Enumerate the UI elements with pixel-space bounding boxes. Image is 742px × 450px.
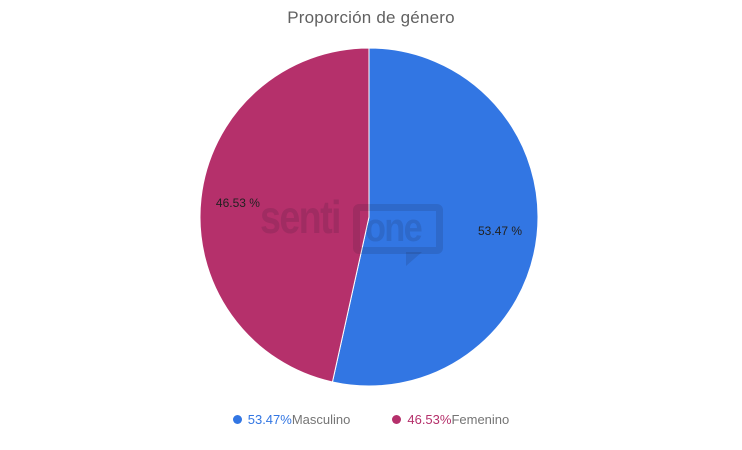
legend: 53.47% Masculino 46.53% Femenino — [0, 412, 742, 427]
slice-label-femenino: 46.53 % — [215, 195, 260, 210]
pie-slice-masculino[interactable] — [331, 47, 539, 387]
chart-title: Proporción de género — [287, 8, 455, 27]
pie-slice-femenino[interactable] — [199, 47, 370, 383]
legend-dot-femenino-icon — [392, 415, 402, 424]
legend-percent-femenino: 46.53% — [407, 412, 452, 427]
legend-dot-masculino-icon — [232, 415, 242, 424]
legend-label-masculino: Masculino — [291, 412, 351, 427]
slice-label-masculino: 53.47 % — [478, 224, 523, 239]
legend-item-masculino[interactable]: 53.47% Masculino — [232, 412, 351, 427]
legend-percent-masculino: 53.47% — [247, 412, 292, 427]
legend-item-femenino[interactable]: 46.53% Femenino — [392, 412, 509, 427]
legend-label-femenino: Femenino — [451, 412, 510, 427]
